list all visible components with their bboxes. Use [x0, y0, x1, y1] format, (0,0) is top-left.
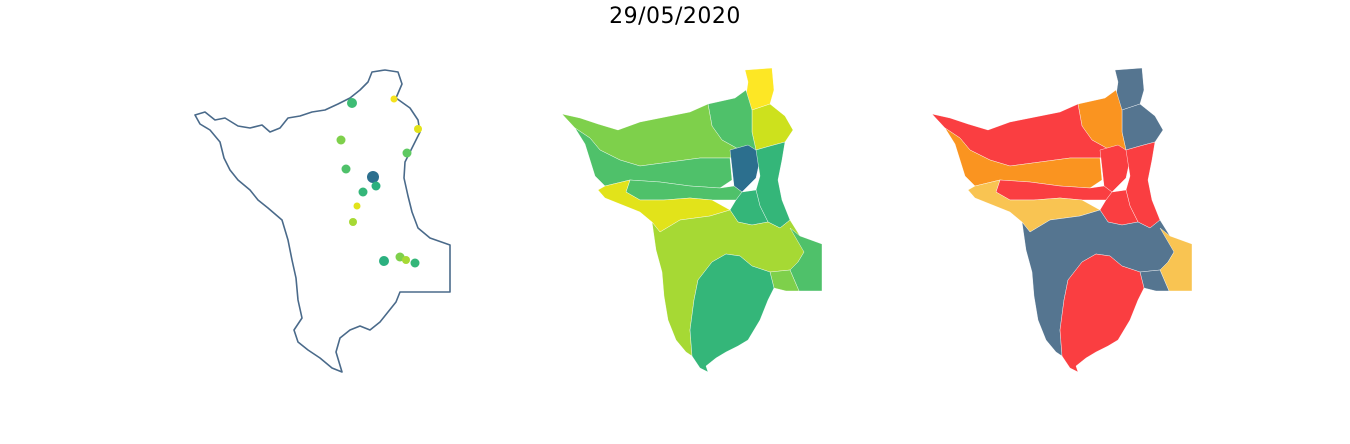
station-point	[358, 187, 368, 197]
basin-region	[1099, 144, 1131, 193]
station-point	[402, 256, 410, 264]
state-outline	[194, 69, 451, 373]
station-point	[402, 148, 412, 158]
basin-region	[1059, 253, 1145, 373]
station-point	[353, 202, 361, 210]
viridis-map-panel	[561, 67, 823, 373]
station-point	[347, 98, 357, 108]
basin-region	[751, 103, 794, 151]
basin-region	[689, 253, 775, 373]
alert-map-panel	[931, 67, 1193, 373]
station-point	[336, 135, 346, 145]
station-points	[336, 95, 422, 268]
basin-region	[729, 144, 761, 193]
station-point	[390, 95, 398, 103]
station-point	[371, 181, 381, 191]
station-point	[379, 256, 389, 266]
station-point	[367, 171, 379, 183]
map-outline-panel	[194, 69, 451, 373]
station-point	[410, 258, 420, 268]
basin-region	[574, 127, 733, 189]
basin-region	[944, 127, 1103, 189]
station-point	[341, 164, 351, 174]
station-point	[349, 218, 357, 226]
chart-title: 29/05/2020	[609, 4, 741, 29]
basin-region	[1121, 103, 1164, 151]
station-point	[414, 125, 422, 133]
